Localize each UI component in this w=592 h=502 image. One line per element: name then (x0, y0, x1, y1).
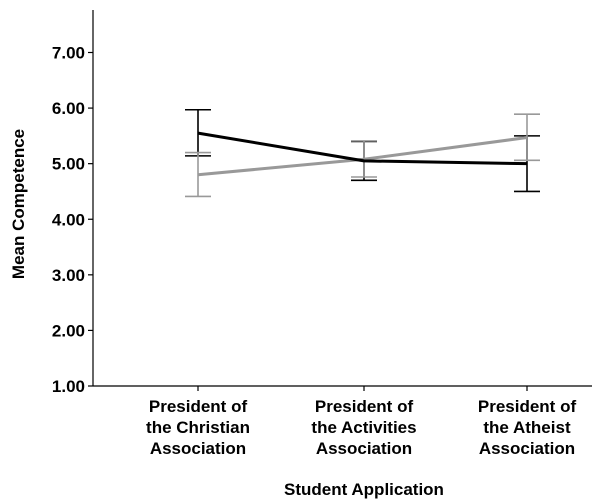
y-tick-label: 4.00 (52, 210, 85, 229)
y-tick-label: 3.00 (52, 266, 85, 285)
x-tick-label: President of the Christian Association (146, 397, 250, 458)
y-tick-label: 1.00 (52, 377, 85, 396)
y-axis-ticks: 1.00 2.00 3.00 4.00 5.00 6.00 7.00 (52, 44, 93, 396)
x-axis-ticks: President of the Christian Association Pres… (146, 386, 576, 458)
error-bars (185, 108, 540, 198)
chart-axes (92, 10, 592, 387)
y-tick-label: 7.00 (52, 44, 85, 63)
y-tick-label: 5.00 (52, 155, 85, 174)
x-tick-label: President of the Activities Association (311, 397, 416, 458)
series-lines (197, 131, 528, 177)
y-tick-label: 2.00 (52, 321, 85, 340)
y-tick-label: 6.00 (52, 99, 85, 118)
x-axis-title: Student Application (284, 480, 444, 499)
y-axis-title: Mean Competence (9, 129, 28, 279)
x-tick-label: President of the Atheist Association (478, 397, 577, 458)
series-line (197, 131, 528, 166)
series-line (197, 136, 528, 177)
